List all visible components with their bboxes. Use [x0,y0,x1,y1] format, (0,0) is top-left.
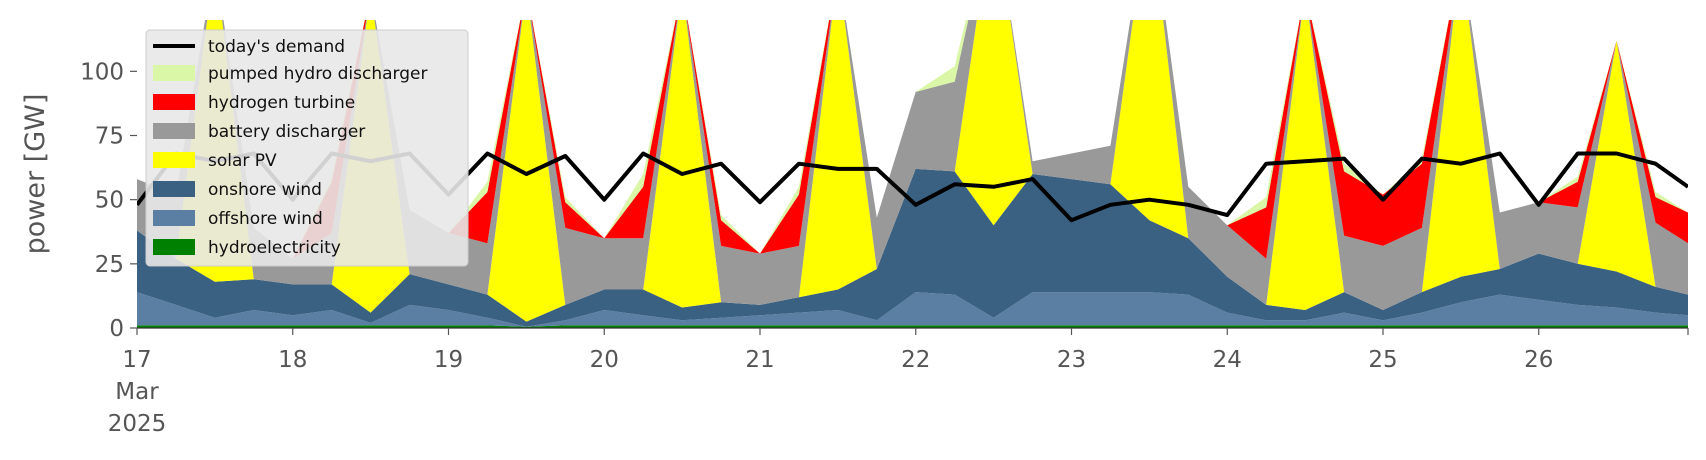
legend-swatch [153,181,195,197]
legend-label: hydroelectricity [208,238,341,258]
y-tick-label: 50 [95,188,124,214]
legend-items: pumped hydro discharger hydrogen turbine b… [153,64,427,258]
x-ticks: 18 19 20 21 22 23 24 25 26 [136,328,1689,373]
y-tick-label: 75 [95,124,124,150]
legend: today's demand pumped hydro discharger hy… [145,29,469,267]
x-tick-label: 20 [590,347,619,373]
x-tick-label: 24 [1213,347,1242,373]
x-tick-label: 22 [901,347,930,373]
y-axis-label: power [GW] [20,94,51,255]
area-battery-discharger [137,20,1688,310]
legend-label: pumped hydro discharger [208,64,427,84]
area-solar-pv [137,20,1688,322]
area-onshore-wind [137,168,1688,327]
legend-swatch [153,152,195,168]
stacked-areas [137,20,1688,328]
legend-swatch [153,210,195,226]
legend-swatch [153,65,195,81]
legend-swatch [153,94,195,110]
area-hydroelectricity [137,325,1688,328]
legend-label: onshore wind [208,180,322,200]
y-tick-label: 0 [109,316,124,342]
y-tick-label: 25 [95,252,124,278]
x-tick-label: 26 [1524,347,1553,373]
x-tick-label: 19 [434,347,463,373]
axes: 0 25 50 75 100 18 19 20 21 22 23 24 25 26 power [GW]… [20,59,1689,437]
x-tick-label: 18 [278,347,307,373]
area-offshore-wind [137,292,1688,327]
legend-swatch [153,123,195,139]
x-start-label-year: 2025 [108,411,167,437]
legend-swatch [153,239,195,255]
legend-label: battery discharger [208,122,365,142]
legend-label: hydrogen turbine [208,93,355,113]
x-tick-label: 21 [745,347,774,373]
legend-label: solar PV [208,151,277,171]
legend-label: offshore wind [208,209,323,229]
x-tick-label: 23 [1057,347,1086,373]
x-start-label-month: Mar [115,379,159,405]
legend-label-demand: today's demand [208,37,345,57]
legend-box [145,29,469,267]
y-tick-label: 100 [80,59,124,85]
x-start-label-day: 17 [122,347,151,373]
x-tick-label: 25 [1368,347,1397,373]
y-ticks: 0 25 50 75 100 [80,59,137,342]
